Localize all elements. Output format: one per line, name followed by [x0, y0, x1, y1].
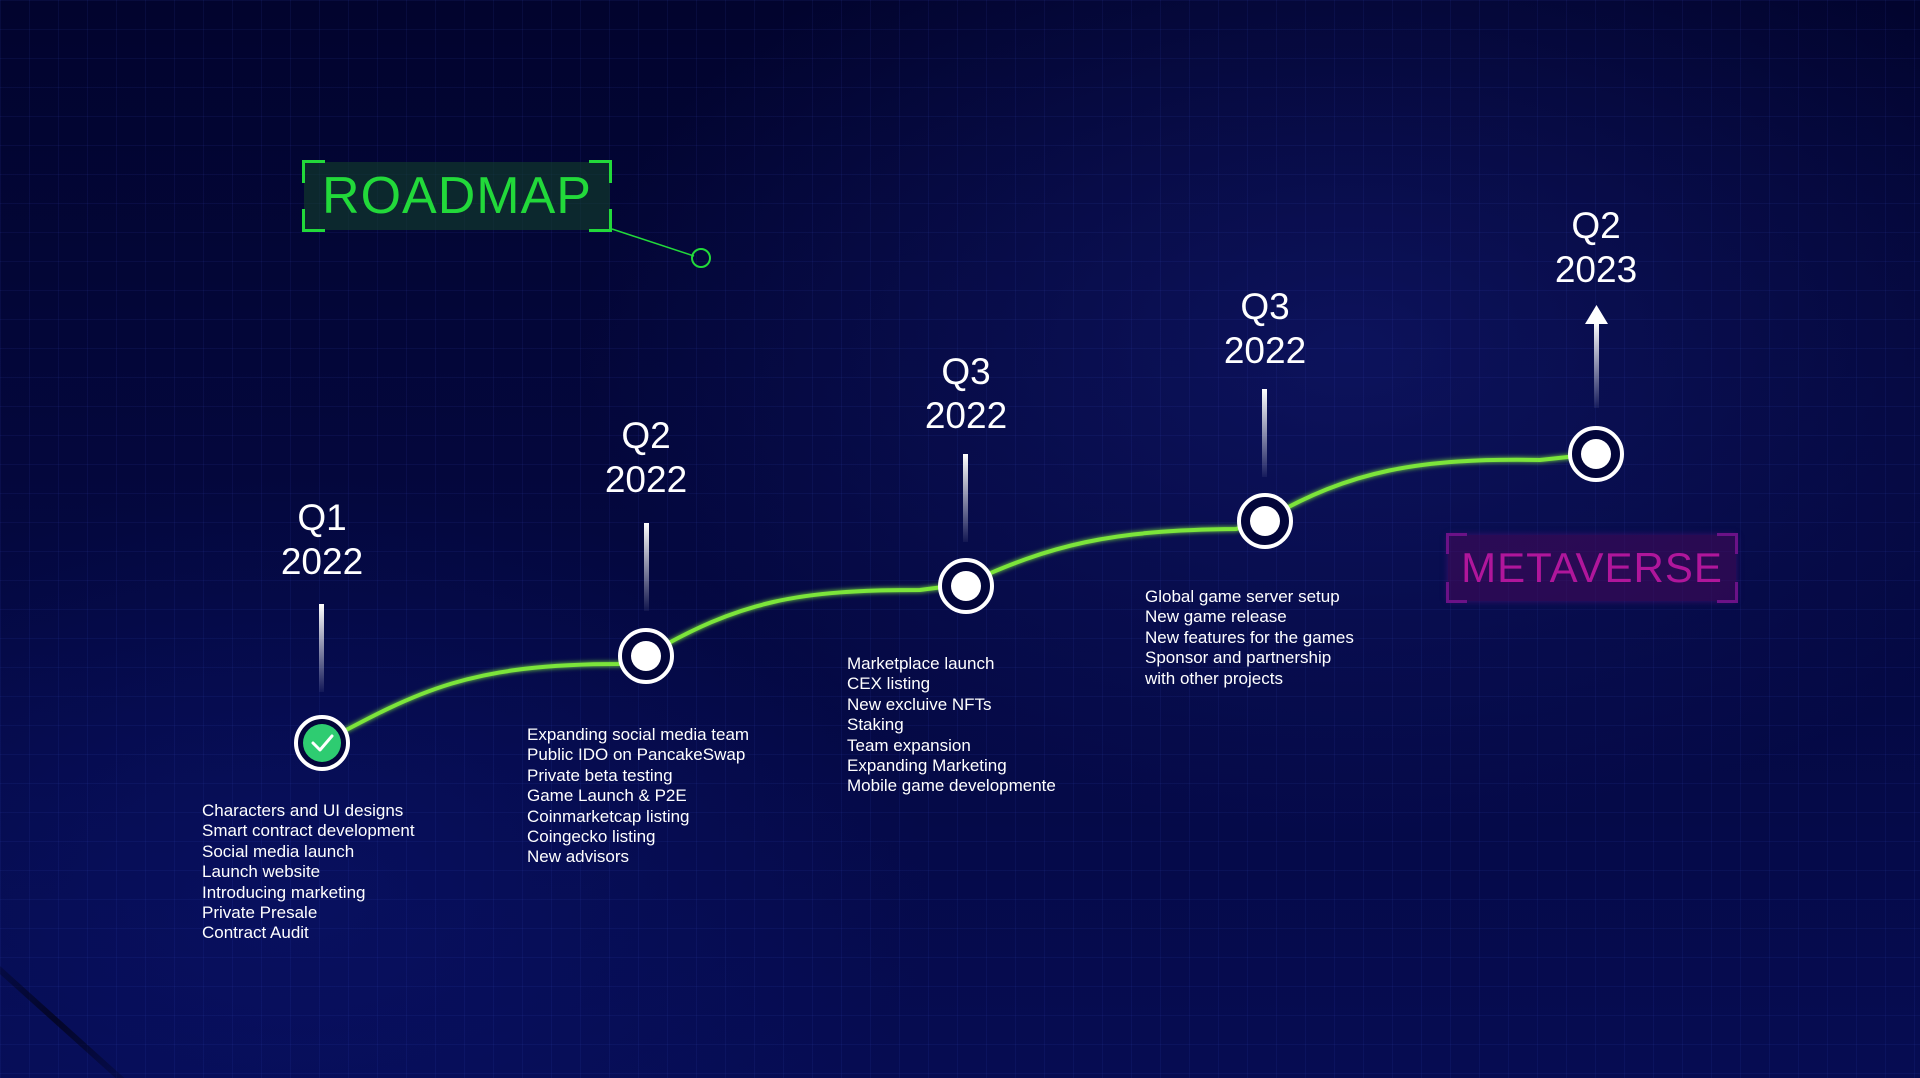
milestone-quarter: Q2 — [1571, 205, 1621, 246]
list-item: New features for the games — [1145, 627, 1354, 647]
next-arrow-shaft — [1594, 322, 1599, 408]
list-item: New excluive NFTs — [847, 694, 992, 714]
milestone-tasks-2: Expanding social media team Public IDO o… — [527, 725, 749, 868]
list-item: Global game server setup — [1145, 587, 1340, 606]
title-corner-bottom-left — [302, 209, 325, 232]
check-icon — [311, 734, 334, 752]
milestone-label-4: Q3 2022 — [1165, 285, 1365, 373]
title-corner-top-right — [589, 160, 612, 183]
list-item: Smart contract development — [202, 821, 415, 841]
title-corner-bottom-right — [589, 209, 612, 232]
milestone-stem-4 — [1262, 389, 1267, 477]
list-item: with other projects — [1145, 668, 1283, 688]
list-item: Sponsor and partnership — [1145, 648, 1332, 668]
title-corner-top-left — [302, 160, 325, 183]
dot-icon — [1250, 506, 1280, 536]
milestone-stem-2 — [644, 523, 649, 611]
milestone-node-2 — [618, 628, 674, 684]
title-connector-line — [611, 228, 695, 257]
list-item: Coinmarketcap listing — [527, 806, 690, 826]
milestone-label-1: Q1 2022 — [222, 496, 422, 584]
badge-corner-top-right — [1717, 533, 1738, 554]
list-item: Public IDO on PancakeSwap — [527, 745, 746, 765]
list-item: Launch website — [202, 862, 321, 882]
metaverse-badge: METAVERSE — [1446, 533, 1738, 603]
arrow-up-icon — [1585, 305, 1608, 324]
dot-icon — [951, 571, 981, 601]
milestone-node-3 — [938, 558, 994, 614]
milestone-year: 2023 — [1554, 249, 1638, 290]
milestone-year: 2022 — [280, 541, 364, 582]
roadmap-title-box: ROADMAP — [302, 160, 612, 232]
milestone-label-2: Q2 2022 — [546, 414, 746, 502]
milestone-tasks-4: Global game server setup New game releas… — [1145, 587, 1354, 689]
milestone-node-5 — [1568, 426, 1624, 482]
list-item: Contract Audit — [202, 923, 309, 943]
list-item: CEX listing — [847, 674, 931, 694]
list-item: Coingecko listing — [527, 827, 656, 847]
badge-corner-bottom-left — [1446, 582, 1467, 603]
milestone-tasks-1: Characters and UI designs Smart contract… — [202, 801, 415, 944]
milestone-quarter: Q3 — [1240, 286, 1290, 327]
milestone-label-3: Q3 2022 — [866, 350, 1066, 438]
list-item: Marketplace launch — [847, 654, 995, 673]
title-connector-dot — [691, 248, 711, 268]
page-title: ROADMAP — [322, 167, 592, 225]
list-item: Private Presale — [202, 903, 318, 923]
list-item: Introducing marketing — [202, 882, 366, 902]
list-item: Expanding Marketing — [847, 756, 1007, 776]
milestone-stem-3 — [963, 454, 968, 542]
list-item: Characters and UI designs — [202, 801, 404, 820]
milestone-year: 2022 — [604, 459, 688, 500]
milestone-quarter: Q2 — [621, 415, 671, 456]
list-item: Social media launch — [202, 841, 355, 861]
metaverse-label: METAVERSE — [1461, 544, 1723, 591]
milestone-tasks-3: Marketplace launch CEX listing New exclu… — [847, 654, 1056, 797]
badge-corner-bottom-right — [1717, 582, 1738, 603]
milestone-quarter: Q1 — [297, 497, 347, 538]
milestone-year: 2022 — [924, 395, 1008, 436]
milestone-stem-1 — [319, 604, 324, 692]
list-item: Team expansion — [847, 735, 971, 755]
list-item: Mobile game developmente — [847, 776, 1056, 796]
list-item: Staking — [847, 715, 904, 735]
list-item: Private beta testing — [527, 765, 673, 785]
milestone-node-4 — [1237, 493, 1293, 549]
list-item: New game release — [1145, 607, 1287, 627]
dot-icon — [631, 641, 661, 671]
dot-icon — [1581, 439, 1611, 469]
list-item: Expanding social media team — [527, 725, 750, 744]
milestone-year: 2022 — [1223, 330, 1307, 371]
milestone-label-5: Q2 2023 — [1496, 204, 1696, 292]
milestone-node-1 — [294, 715, 350, 771]
list-item: New advisors — [527, 847, 630, 867]
badge-corner-top-left — [1446, 533, 1467, 554]
list-item: Game Launch & P2E — [527, 786, 687, 806]
milestone-quarter: Q3 — [941, 351, 991, 392]
